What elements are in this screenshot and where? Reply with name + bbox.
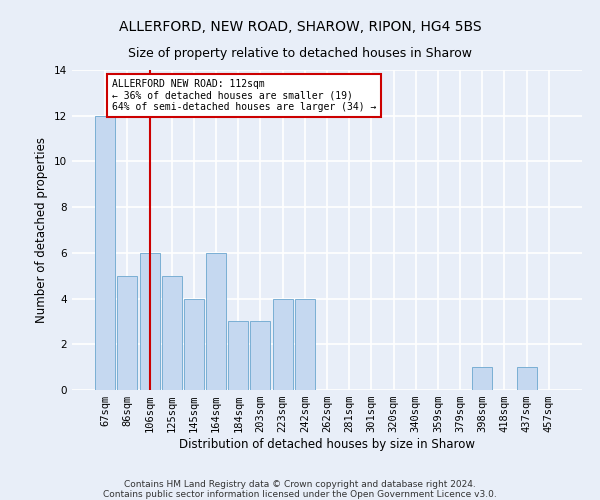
Bar: [295, 298, 315, 390]
Bar: [250, 322, 271, 390]
Bar: [95, 116, 115, 390]
Bar: [184, 298, 204, 390]
Text: Contains public sector information licensed under the Open Government Licence v3: Contains public sector information licen…: [103, 490, 497, 499]
Bar: [206, 253, 226, 390]
Bar: [228, 322, 248, 390]
Bar: [517, 367, 536, 390]
Bar: [272, 298, 293, 390]
X-axis label: Distribution of detached houses by size in Sharow: Distribution of detached houses by size …: [179, 438, 475, 451]
Text: ALLERFORD, NEW ROAD, SHAROW, RIPON, HG4 5BS: ALLERFORD, NEW ROAD, SHAROW, RIPON, HG4 …: [119, 20, 481, 34]
Bar: [162, 276, 182, 390]
Bar: [140, 253, 160, 390]
Bar: [118, 276, 137, 390]
Text: Size of property relative to detached houses in Sharow: Size of property relative to detached ho…: [128, 48, 472, 60]
Y-axis label: Number of detached properties: Number of detached properties: [35, 137, 49, 323]
Bar: [472, 367, 492, 390]
Text: ALLERFORD NEW ROAD: 112sqm
← 36% of detached houses are smaller (19)
64% of semi: ALLERFORD NEW ROAD: 112sqm ← 36% of deta…: [112, 79, 376, 112]
Text: Contains HM Land Registry data © Crown copyright and database right 2024.: Contains HM Land Registry data © Crown c…: [124, 480, 476, 489]
